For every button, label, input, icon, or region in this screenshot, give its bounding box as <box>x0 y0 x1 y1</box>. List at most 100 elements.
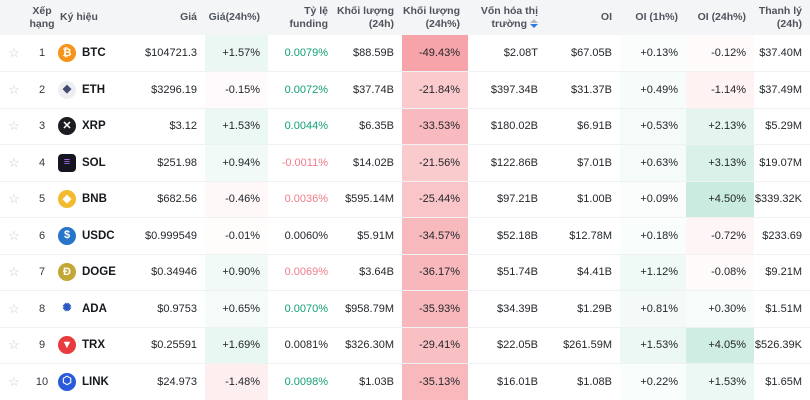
col-header-vol_chg[interactable]: Khối lượng (24h%) <box>402 0 468 35</box>
table-row[interactable]: ☆ 8 ✺ ADA $0.9753 +0.65% 0.0070% $958.79M -35.93… <box>0 290 810 328</box>
favorite-cell[interactable]: ☆ <box>0 108 28 145</box>
rank-value: 4 <box>38 156 46 169</box>
col-header-funding[interactable]: Tỷ lệ funding <box>268 0 336 35</box>
favorite-cell[interactable]: ☆ <box>0 364 28 400</box>
coin-icon-bnb: ◆ <box>58 190 76 209</box>
col-header-oi_1h[interactable]: OI (1h%) <box>620 0 686 35</box>
col-header-vol[interactable]: Khối lượng (24h) <box>336 0 402 35</box>
symbol-name: BNB <box>82 193 107 206</box>
favorite-star-icon[interactable]: ☆ <box>8 118 20 134</box>
price-change-value: -0.01% <box>225 229 260 242</box>
favorite-star-icon[interactable]: ☆ <box>8 373 20 389</box>
price-change-value: +1.53% <box>222 120 260 133</box>
open-interest-value: $261.59M <box>563 339 612 352</box>
volume-change-cell: -34.57% <box>402 217 468 254</box>
price-change-value: +0.94% <box>222 156 260 169</box>
volume-change-cell: -36.17% <box>402 254 468 291</box>
open-interest-cell: $4.41B <box>546 254 620 291</box>
favorite-cell[interactable]: ☆ <box>0 35 28 72</box>
favorite-cell[interactable]: ☆ <box>0 145 28 182</box>
symbol-name: LINK <box>82 375 109 388</box>
open-interest-value: $1.29B <box>577 302 612 315</box>
volume-change-value: -33.53% <box>419 120 460 133</box>
table-row[interactable]: ☆ 7 Ð DOGE $0.34946 +0.90% 0.0069% $3.64B -36.17… <box>0 254 810 291</box>
table-row[interactable]: ☆ 6 $ USDC $0.999549 -0.01% 0.0060% $5.91M -34.5… <box>0 217 810 255</box>
table-row[interactable]: ☆ 2 ◆ ETH $3296.19 -0.15% 0.0072% $37.74B -21.84… <box>0 71 810 109</box>
volume-value: $6.35B <box>359 120 394 133</box>
funding-rate-cell: 0.0060% <box>268 218 336 255</box>
favorite-star-icon[interactable]: ☆ <box>8 191 20 207</box>
col-header-price_chg[interactable]: Giá(24h%) <box>205 0 268 35</box>
favorite-cell[interactable]: ☆ <box>0 254 28 291</box>
volume-cell: $595.14M <box>336 181 402 218</box>
price-change-cell: +0.65% <box>205 290 268 327</box>
favorite-cell[interactable]: ☆ <box>0 327 28 364</box>
sort-carets-icon[interactable] <box>530 19 538 29</box>
funding-rate-cell: 0.0079% <box>268 35 336 72</box>
favorite-star-icon[interactable]: ☆ <box>8 300 20 316</box>
favorite-cell[interactable]: ☆ <box>0 181 28 218</box>
col-header-oi[interactable]: OI <box>546 0 620 35</box>
oi-24h-change-value: +4.50% <box>708 193 746 206</box>
oi-24h-change-cell: -0.12% <box>686 35 754 72</box>
favorite-star-icon[interactable]: ☆ <box>8 81 20 97</box>
favorite-cell[interactable]: ☆ <box>0 72 28 109</box>
oi-24h-change-value: -0.72% <box>711 229 746 242</box>
volume-change-value: -21.56% <box>419 156 460 169</box>
oi-24h-change-value: +1.53% <box>708 375 746 388</box>
volume-value: $14.02B <box>353 156 394 169</box>
price-value: $682.56 <box>157 193 197 206</box>
volume-change-cell: -21.84% <box>402 71 468 108</box>
col-header-oi_24h[interactable]: OI (24h%) <box>686 0 754 35</box>
liquidation-value: $339.32K <box>754 193 802 206</box>
table-row[interactable]: ☆ 3 ✕ XRP $3.12 +1.53% 0.0044% $6.35B -33.53% $18… <box>0 108 810 145</box>
symbol-cell: ▼ TRX <box>56 327 143 364</box>
favorite-cell[interactable]: ☆ <box>0 291 28 328</box>
symbol-name: SOL <box>82 156 106 169</box>
oi-1h-change-cell: +0.13% <box>620 35 686 72</box>
funding-rate-value: 0.0060% <box>284 229 328 242</box>
favorite-star-icon[interactable]: ☆ <box>8 264 20 280</box>
symbol-name: DOGE <box>82 266 116 279</box>
price-change-cell: +0.90% <box>205 254 268 291</box>
favorite-star-icon[interactable]: ☆ <box>8 227 20 243</box>
rank-value: 3 <box>38 120 46 133</box>
favorite-cell[interactable]: ☆ <box>0 218 28 255</box>
col-header-price[interactable]: Giá <box>143 0 205 35</box>
volume-cell: $326.30M <box>336 327 402 364</box>
table-row[interactable]: ☆ 10 ⬡ LINK $24.973 -1.48% 0.0098% $1.03B -35.13… <box>0 363 810 400</box>
open-interest-value: $4.41B <box>577 266 612 279</box>
favorite-star-icon[interactable]: ☆ <box>8 337 20 353</box>
symbol-name: BTC <box>82 47 106 59</box>
oi-24h-change-value: +4.05% <box>708 339 746 352</box>
col-header-symbol[interactable]: Ký hiệu <box>56 0 143 35</box>
col-header-mcap[interactable]: Vốn hóa thị trường <box>468 0 546 35</box>
table-row[interactable]: ☆ 9 ▼ TRX $0.25591 +1.69% 0.0081% $326.30M -29.4… <box>0 327 810 364</box>
col-header-liq[interactable]: Thanh lý (24h) <box>754 0 810 35</box>
col-header-label: Xếp hạng <box>29 4 55 30</box>
market-cap-value: $51.74B <box>497 266 538 279</box>
market-cap-cell: $51.74B <box>468 254 546 291</box>
coin-icon-xrp: ✕ <box>58 117 76 136</box>
table-row[interactable]: ☆ 1 ₿ BTC $104721.3 +1.57% 0.0079% $88.59B -49.4… <box>0 35 810 72</box>
oi-24h-change-value: -0.08% <box>711 266 746 279</box>
volume-change-value: -35.13% <box>419 375 460 388</box>
symbol-wrap: ◆ ETH <box>56 80 135 99</box>
favorite-star-icon[interactable]: ☆ <box>8 154 20 170</box>
symbol-wrap: Ð DOGE <box>56 263 135 282</box>
col-header-fav[interactable] <box>0 0 28 35</box>
volume-change-cell: -35.13% <box>402 363 468 400</box>
price-change-cell: -0.46% <box>205 181 268 218</box>
market-cap-value: $2.08T <box>503 47 538 59</box>
volume-value: $37.74B <box>353 83 394 96</box>
rank-cell: 8 <box>28 291 56 328</box>
table-row[interactable]: ☆ 4 ≡ SOL $251.98 +0.94% -0.0011% $14.02B -21.56… <box>0 144 810 182</box>
col-header-rank[interactable]: Xếp hạng <box>28 0 56 35</box>
price-value: $3296.19 <box>151 83 197 96</box>
table-row[interactable]: ☆ 5 ◆ BNB $682.56 -0.46% 0.0036% $595.14M -25.44… <box>0 181 810 218</box>
price-value: $0.34946 <box>151 266 197 279</box>
table-header-row: Xếp hạng Ký hiệu Giá Giá(24h%) Tỷ lệ funding… <box>0 0 810 35</box>
favorite-star-icon[interactable]: ☆ <box>8 45 20 60</box>
symbol-cell: ⬡ LINK <box>56 364 143 400</box>
funding-rate-value: 0.0036% <box>284 193 328 206</box>
